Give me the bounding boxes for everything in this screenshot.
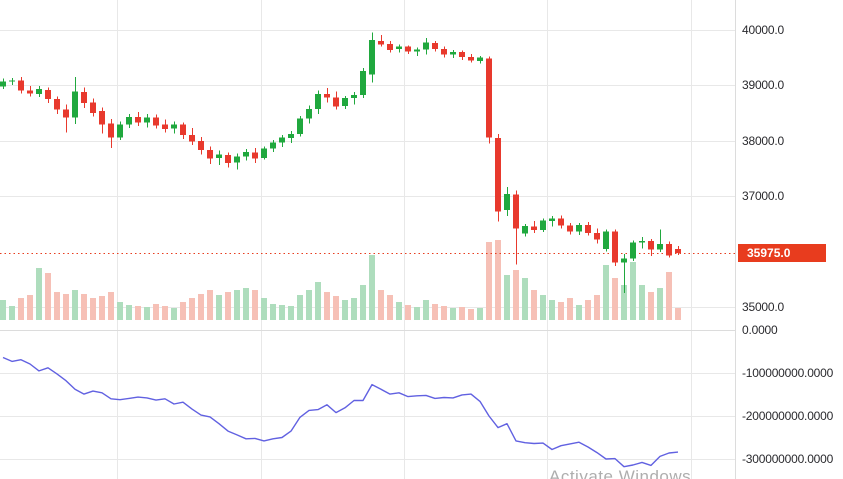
grid-layer [0,0,736,479]
indicator-tick-label: -200000000.0000 [742,409,834,423]
price-tick-label: 40000.0 [742,22,784,37]
candle-series [0,32,681,294]
price-tick-label: 39000.0 [742,78,784,93]
price-tick-label: 35000.0 [742,300,784,315]
chart-canvas[interactable] [0,0,737,479]
price-tick-label: 37000.0 [742,189,784,204]
indicator-tick-label: -100000000.0000 [742,366,834,380]
last-price-badge: 35975.0 [738,244,826,262]
indicator-line [2,356,679,468]
activate-windows-watermark: Activate Windows [549,467,692,479]
indicator-tick-label: 0.0000 [742,323,778,337]
price-axis-panel[interactable]: 40000.0 39000.0 38000.0 37000.0 35000.0 0.000… [735,0,843,479]
indicator-tick-label: -300000000.0000 [742,452,834,466]
volume-series [0,240,681,320]
price-tick-label: 38000.0 [742,133,784,148]
